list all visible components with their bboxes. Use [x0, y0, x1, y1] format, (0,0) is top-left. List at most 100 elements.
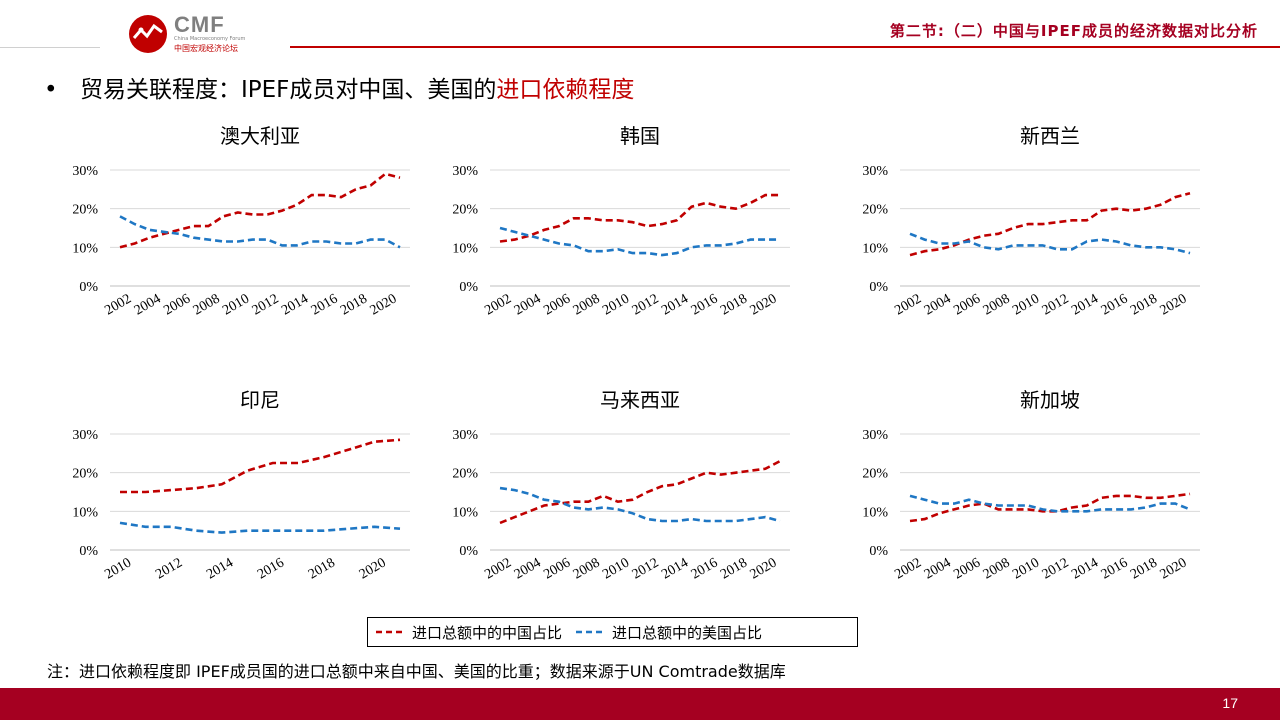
heading-text: 贸易关联程度：IPEF成员对中国、美国的 [80, 77, 497, 103]
legend-swatch-china [376, 630, 406, 634]
series-line-us [499, 226, 780, 257]
chart-indonesia: 印尼 0% 10% 20% 30% 2010 2012 2014 2016 2018 2020 [72, 389, 410, 582]
x-tick-label: 2002 [482, 555, 514, 582]
y-tick-label: 20% [862, 467, 888, 482]
logo-text: CMF [174, 12, 225, 37]
legend-swatch-us [576, 630, 607, 634]
y-tick-label: 0% [869, 280, 888, 295]
x-tick-label: 2016 [689, 291, 721, 318]
x-tick-label: 2002 [102, 291, 134, 318]
chart-singapore: 新加坡0%10%20%30%20022004200620082010201220… [862, 389, 1200, 582]
series-line-china [909, 492, 1191, 523]
y-tick-label: 10% [452, 505, 478, 520]
x-tick-label: 2020 [748, 555, 780, 582]
x-tick-label: 2018 [718, 555, 750, 582]
logo-icon [129, 15, 167, 53]
chart-korea: 韩国0%10%20%30%200220042006200820102012201… [452, 125, 790, 318]
x-tick-label: 2008 [191, 291, 223, 318]
x-tick-label: 2016 [255, 555, 287, 582]
x-tick-label: 2014 [204, 555, 236, 582]
y-tick-label: 0% [79, 544, 98, 559]
y-tick-label: 30% [72, 164, 98, 179]
x-tick-label: 2012 [1040, 555, 1072, 582]
heading-highlight: 进口依赖程度 [496, 77, 635, 103]
x-tick-label: 2012 [153, 555, 185, 582]
y-tick-label: 20% [72, 467, 98, 482]
footnote: 注：进口依赖程度即 IPEF成员国的进口总额中来自中国、美国的比重；数据来源于U… [47, 662, 786, 681]
series-line-china [120, 438, 401, 494]
chart-malaysia: 马来西亚0%10%20%30%2002200420062008201020122… [452, 389, 790, 582]
x-tick-label: 2004 [512, 555, 544, 582]
x-tick-label: 2008 [981, 291, 1013, 318]
series-line-us [119, 215, 401, 249]
x-tick-label: 2006 [161, 291, 193, 318]
y-tick-label: 10% [452, 241, 478, 256]
slide-heading: • 贸易关联程度：IPEF成员对中国、美国的进口依赖程度 [44, 70, 634, 104]
legend-label-us: 进口总额中的美国占比 [612, 623, 763, 642]
y-tick-label: 30% [72, 428, 98, 443]
x-tick-label: 2016 [689, 555, 721, 582]
series-line-china [499, 459, 781, 525]
chart-title: 印尼 [240, 389, 280, 412]
x-tick-label: 2020 [748, 291, 780, 318]
header-divider-left [0, 47, 100, 48]
y-tick-label: 30% [452, 164, 478, 179]
cmf-logo: CMF China Macroeconomy Forum 中国宏观经济论坛 [126, 12, 306, 56]
x-tick-label: 2014 [279, 291, 311, 318]
x-tick-label: 2002 [892, 291, 924, 318]
x-tick-label: 2002 [892, 555, 924, 582]
chart-title: 澳大利亚 [220, 125, 300, 148]
x-tick-label: 2012 [630, 291, 662, 318]
x-tick-label: 2008 [981, 555, 1013, 582]
x-tick-label: 2018 [338, 291, 370, 318]
series-line-china [499, 193, 780, 243]
y-tick-label: 30% [862, 428, 888, 443]
x-tick-label: 2012 [250, 291, 282, 318]
y-tick-label: 10% [72, 241, 98, 256]
x-tick-label: 2010 [600, 291, 632, 318]
legend-label-china: 进口总额中的中国占比 [412, 623, 563, 642]
chart-legend: 进口总额中的中国占比 进口总额中的美国占比 [367, 617, 858, 647]
bullet-dot: • [44, 77, 58, 103]
x-tick-label: 2020 [1158, 291, 1190, 318]
x-tick-label: 2014 [1069, 291, 1101, 318]
series-line-us [499, 486, 781, 523]
section-title: 第二节:（二）中国与IPEF成员的经济数据对比分析 [889, 22, 1258, 40]
x-tick-label: 2010 [600, 555, 632, 582]
x-tick-label: 2018 [1128, 555, 1160, 582]
x-tick-label: 2004 [132, 291, 164, 318]
x-tick-label: 2014 [659, 555, 691, 582]
series-line-china [119, 172, 401, 249]
y-tick-label: 10% [72, 505, 98, 520]
chart-title: 马来西亚 [600, 389, 680, 412]
logo-chinese-name: 中国宏观经济论坛 [174, 44, 238, 53]
page-number: 17 [1222, 695, 1238, 711]
y-tick-label: 20% [452, 467, 478, 482]
header: CMF China Macroeconomy Forum 中国宏观经济论坛 第二… [0, 0, 1280, 60]
chart-title: 新西兰 [1020, 125, 1080, 148]
x-tick-label: 2018 [718, 291, 750, 318]
x-tick-label: 2010 [102, 555, 134, 582]
legend-item-china: 进口总额中的中国占比 [376, 622, 562, 643]
x-tick-label: 2010 [1010, 555, 1042, 582]
y-tick-label: 20% [862, 203, 888, 218]
x-tick-label: 2002 [482, 291, 514, 318]
x-tick-label: 2020 [368, 291, 400, 318]
x-tick-label: 2018 [1128, 291, 1160, 318]
x-tick-label: 2014 [1069, 555, 1101, 582]
y-tick-label: 0% [459, 544, 478, 559]
series-line-china [909, 191, 1191, 257]
y-tick-label: 30% [452, 428, 478, 443]
x-tick-label: 2008 [571, 291, 603, 318]
x-tick-label: 2004 [922, 555, 954, 582]
x-tick-label: 2006 [541, 555, 573, 582]
x-tick-label: 2020 [357, 555, 389, 582]
series-line-us [909, 494, 1191, 513]
x-tick-label: 2014 [659, 291, 691, 318]
x-tick-label: 2016 [1099, 555, 1131, 582]
footer-bar: 17 [0, 688, 1280, 720]
series-line-us [909, 232, 1191, 255]
x-tick-label: 2010 [220, 291, 252, 318]
legend-item-us: 进口总额中的美国占比 [576, 622, 762, 643]
y-tick-label: 0% [459, 280, 478, 295]
